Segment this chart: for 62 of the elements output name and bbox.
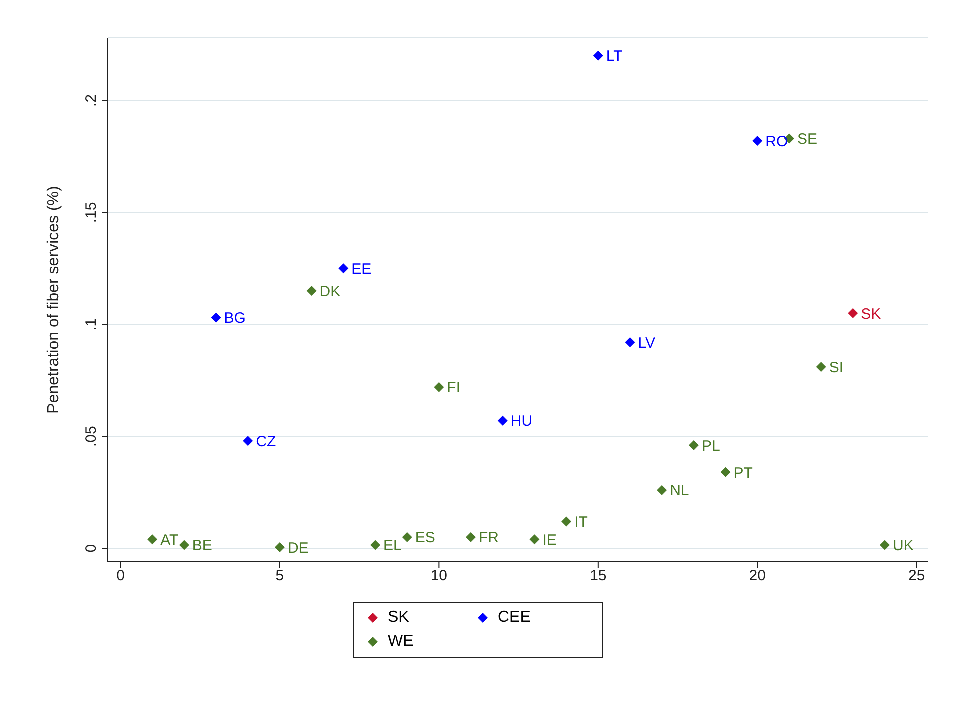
- annotation: LT: [606, 48, 623, 66]
- x-tick-label: 10: [430, 568, 448, 585]
- point: [816, 362, 826, 372]
- y-tick-label: 0: [83, 544, 100, 553]
- annotation: NL: [670, 482, 690, 500]
- legend-label: CEE: [498, 609, 531, 627]
- annotation: PT: [734, 464, 753, 482]
- annotation: BG: [224, 310, 246, 328]
- annotation: IE: [542, 532, 557, 549]
- point: [880, 540, 890, 550]
- annotation: DK: [320, 283, 341, 300]
- point: [625, 338, 636, 348]
- x-tick-label: 0: [116, 568, 125, 585]
- point: [402, 532, 412, 542]
- annotation: CZ: [256, 433, 276, 450]
- annotation: RO: [766, 133, 788, 150]
- point: [593, 50, 604, 61]
- point: [466, 532, 476, 542]
- annotation: FR: [479, 530, 500, 547]
- annotation: IT: [574, 514, 588, 532]
- annotation: ES: [415, 530, 436, 547]
- point: [370, 540, 380, 550]
- annotation: SK: [861, 306, 882, 323]
- point: [688, 440, 699, 451]
- legend-label: SK: [388, 609, 410, 627]
- y-tick-label: .1: [83, 318, 100, 331]
- point: [243, 436, 254, 446]
- annotation: BE: [192, 538, 212, 555]
- x-tick-label: 5: [276, 568, 284, 585]
- annotation: SI: [829, 360, 844, 377]
- annotation: UK: [893, 538, 914, 555]
- point: [179, 540, 190, 550]
- point: [752, 136, 763, 146]
- annotation: SE: [797, 131, 818, 148]
- x-tick-label: 15: [590, 568, 607, 585]
- point: [562, 516, 572, 527]
- x-tick-label: 25: [908, 568, 926, 585]
- point: [211, 312, 222, 323]
- y-tick-label: .15: [83, 202, 100, 224]
- point: [720, 467, 731, 478]
- annotation: EL: [383, 538, 402, 555]
- point: [434, 382, 444, 392]
- annotation: LV: [638, 334, 656, 352]
- annotation: HU: [510, 413, 533, 430]
- y-tick-label: .2: [83, 94, 100, 107]
- annotation: DE: [288, 540, 309, 557]
- annotation: FI: [447, 380, 461, 397]
- x-tick-label: 20: [749, 568, 766, 585]
- legend-label: WE: [388, 633, 414, 651]
- point: [530, 534, 540, 545]
- y-tick-label: .05: [83, 426, 100, 448]
- annotation: AT: [160, 532, 179, 549]
- point: [274, 542, 285, 552]
- annotation: EE: [352, 260, 372, 278]
- point: [848, 308, 858, 318]
- point: [498, 416, 508, 426]
- point: [657, 485, 668, 496]
- point: [148, 534, 158, 545]
- point: [338, 264, 349, 274]
- y-axis-title: Penetration of fiber services (%): [46, 186, 63, 414]
- annotation: PL: [702, 438, 720, 455]
- point: [306, 286, 317, 296]
